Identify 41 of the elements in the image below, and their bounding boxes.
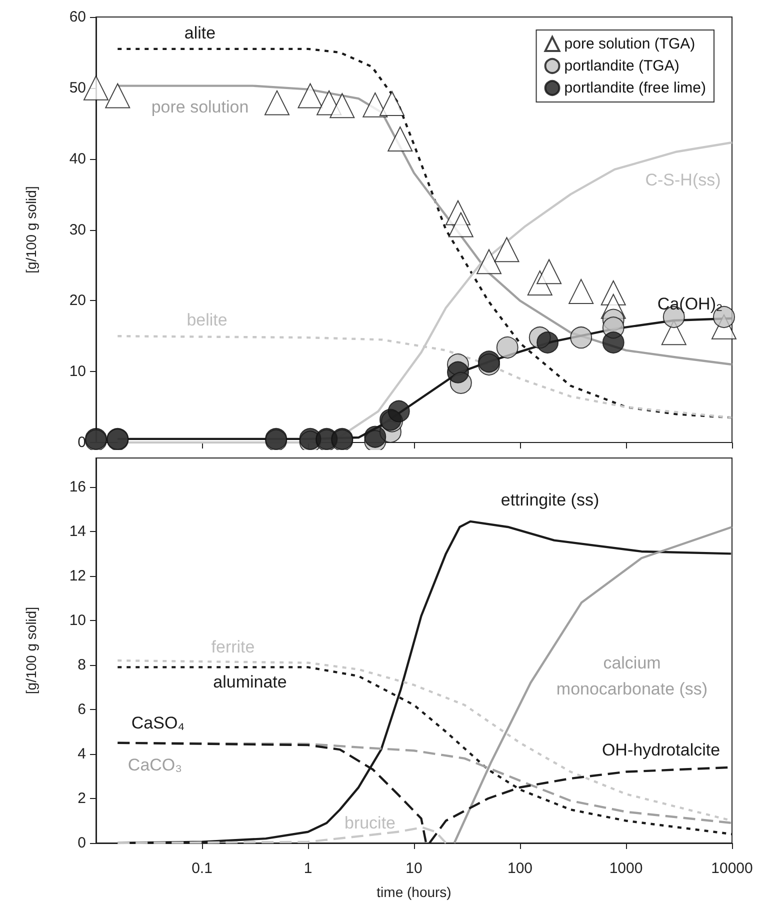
series-label: calcium monocarbonate (ss) bbox=[556, 654, 708, 698]
series-label: aluminate bbox=[213, 672, 287, 692]
y-axis-title: [g/100 g solid] bbox=[23, 606, 39, 694]
y-tick-label: 2 bbox=[78, 790, 86, 807]
y-tick-label: 6 bbox=[78, 700, 86, 718]
series-label: CaSO₄ bbox=[131, 714, 185, 732]
y-tick-label: 30 bbox=[69, 221, 86, 238]
legend-label: portlandite (free lime) bbox=[564, 80, 706, 96]
legend-label: portlandite (TGA) bbox=[564, 58, 680, 74]
series-label: ferrite bbox=[211, 638, 255, 656]
series-label: pore solution bbox=[151, 98, 249, 116]
y-tick-label: 40 bbox=[69, 150, 86, 168]
series-label: Ca(OH)₂ bbox=[657, 294, 723, 314]
y-tick-label: 20 bbox=[69, 292, 86, 310]
legend-label: pore solution (TGA) bbox=[564, 36, 696, 52]
x-tick-label: 100 bbox=[507, 860, 533, 877]
y-tick-label: 4 bbox=[78, 745, 86, 762]
series-label: CaCO₃ bbox=[128, 756, 182, 774]
x-tick-label: 1000 bbox=[609, 860, 643, 877]
y-tick-label: 16 bbox=[69, 478, 86, 496]
x-tick-label: 1 bbox=[304, 860, 312, 877]
y-tick-label: 0 bbox=[78, 434, 86, 451]
series-label: alite bbox=[184, 24, 216, 42]
y-tick-label: 60 bbox=[69, 8, 86, 26]
x-axis-title: time (hours) bbox=[376, 884, 452, 900]
x-tick-label: 0.1 bbox=[192, 860, 212, 877]
series-label: brucite bbox=[344, 814, 396, 832]
x-tick-label: 10 bbox=[406, 860, 422, 877]
series-label: ettringite (ss) bbox=[500, 490, 600, 510]
y-tick-label: 10 bbox=[69, 363, 86, 380]
y-tick-label: 50 bbox=[69, 79, 86, 96]
series-label: belite bbox=[186, 310, 228, 330]
y-tick-label: 10 bbox=[69, 612, 86, 629]
series-label: OH-hydrotalcite bbox=[602, 740, 720, 760]
y-tick-label: 14 bbox=[69, 522, 86, 540]
x-tick-label: 10000 bbox=[711, 860, 753, 877]
y-tick-label: 8 bbox=[78, 656, 86, 674]
y-axis-title: [g/100 g solid] bbox=[23, 186, 39, 274]
y-tick-label: 12 bbox=[69, 567, 86, 584]
series-label: C-S-H(ss) bbox=[645, 170, 721, 190]
y-tick-label: 0 bbox=[78, 834, 86, 852]
